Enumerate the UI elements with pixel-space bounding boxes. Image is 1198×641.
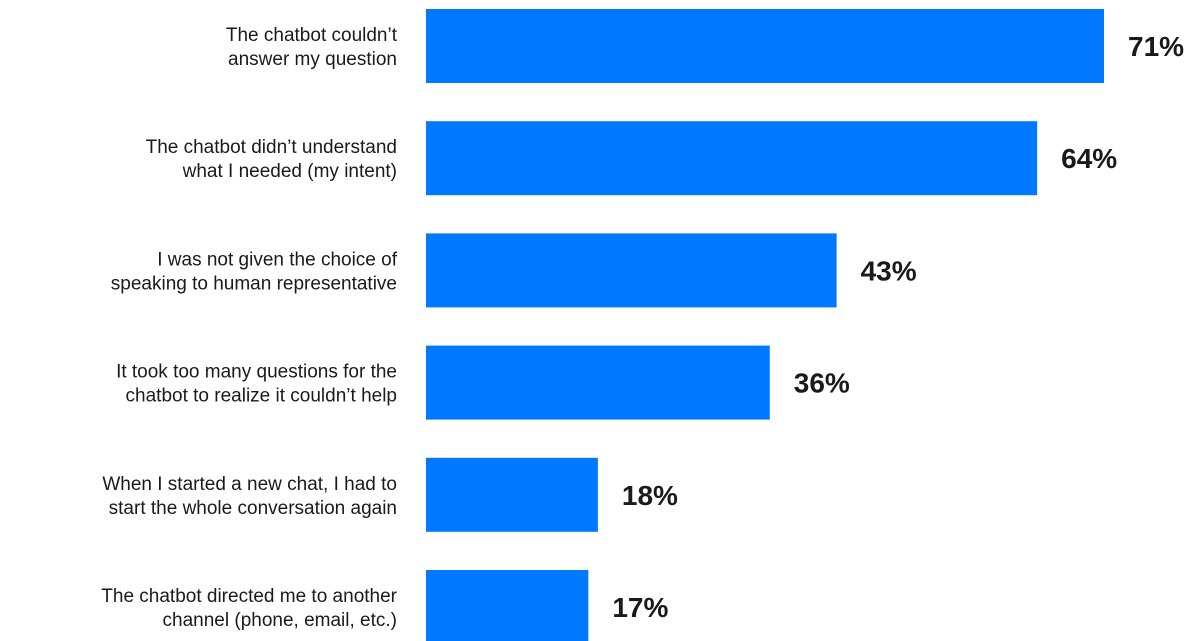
category-label: When I started a new chat, I had to start… <box>102 474 397 519</box>
category-label-line: channel (phone, email, etc.) <box>163 610 397 631</box>
category-label-line: The chatbot directed me to another <box>101 586 397 607</box>
category-label: The chatbot directed me to another channe… <box>101 586 397 631</box>
value-label: 43% <box>861 255 917 286</box>
bar <box>426 457 598 532</box>
category-label-line: what I needed (my intent) <box>182 161 397 182</box>
bar <box>426 570 589 641</box>
value-label: 36% <box>794 368 850 399</box>
bar <box>426 233 837 308</box>
category-label-line: I was not given the choice of <box>157 249 397 270</box>
bar <box>426 345 770 420</box>
value-label: 71% <box>1128 31 1184 62</box>
category-label-line: The chatbot didn’t understand <box>146 137 397 158</box>
category-label-line: The chatbot couldn’t <box>226 25 398 46</box>
category-label: The chatbot couldn’t answer my question <box>226 25 398 70</box>
category-label-line: speaking to human representative <box>111 273 397 294</box>
value-label: 17% <box>612 592 668 623</box>
category-label: The chatbot didn’t understand what I need… <box>146 137 397 182</box>
category-label-line: When I started a new chat, I had to <box>102 474 397 495</box>
category-label-line: chatbot to realize it couldn’t help <box>126 386 397 407</box>
bar <box>426 9 1104 83</box>
category-label-line: start the whole conversation again <box>109 498 397 519</box>
category-label: I was not given the choice of speaking to… <box>111 249 398 294</box>
bar <box>426 121 1038 196</box>
value-label: 18% <box>622 480 678 511</box>
category-label-line: answer my question <box>228 49 397 70</box>
bars-layer: The chatbot couldn’t answer my question 71… <box>101 9 1184 641</box>
category-label-line: It took too many questions for the <box>116 362 397 383</box>
category-label: It took too many questions for the chatbo… <box>116 362 397 407</box>
value-label: 64% <box>1061 143 1117 174</box>
